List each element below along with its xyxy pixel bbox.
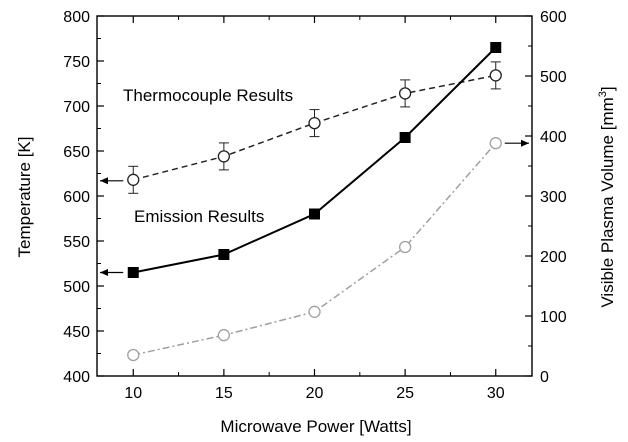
series-2-point bbox=[398, 240, 412, 254]
y-right-tick-label: 400 bbox=[540, 129, 567, 146]
y-axis-right-title: Visible Plasma Volume [mm3] bbox=[597, 86, 617, 307]
y-right-tick-label: 300 bbox=[540, 189, 567, 206]
series-2-point bbox=[308, 305, 321, 318]
x-tick-label: 30 bbox=[487, 385, 505, 402]
volume-axis-arrow-head bbox=[521, 139, 529, 147]
series-1-point bbox=[218, 249, 230, 260]
series-2-point bbox=[489, 137, 502, 150]
annotation-thermocouple: Thermocouple Results bbox=[123, 86, 293, 105]
series-0 bbox=[127, 61, 502, 194]
y-right-tick-label: 100 bbox=[540, 309, 567, 326]
y-left-tick-label: 600 bbox=[63, 189, 90, 206]
y-right-tick-label: 200 bbox=[540, 249, 567, 266]
ticks: 10 15 20 25 30 400 450 500 550 600 650 700 750 800 0 10… bbox=[63, 9, 567, 402]
series-0-point bbox=[217, 150, 231, 163]
y-left-tick-label: 800 bbox=[63, 9, 90, 26]
y-left-tick-label: 500 bbox=[63, 279, 90, 296]
y-left-tick-label: 550 bbox=[63, 234, 90, 251]
series-1-point bbox=[309, 208, 320, 220]
series-1-point bbox=[490, 42, 502, 53]
series-2-point bbox=[217, 329, 231, 342]
y-right-tick-label: 500 bbox=[540, 69, 567, 86]
y-right-tick-label: 0 bbox=[540, 369, 549, 386]
series-1-point bbox=[127, 267, 139, 278]
x-tick-label: 20 bbox=[306, 385, 324, 402]
thermocouple-axis-arrow-head bbox=[100, 177, 108, 185]
plot-border bbox=[96, 15, 533, 377]
y-left-tick-label: 650 bbox=[63, 144, 90, 161]
y-left-tick-label: 450 bbox=[63, 324, 90, 341]
series-1 bbox=[127, 42, 502, 278]
series-1-line bbox=[133, 46, 497, 274]
y-axis-right-title-main: Visible Plasma Volume [mm bbox=[598, 97, 617, 307]
annotation-emission: Emission Results bbox=[134, 207, 264, 226]
series-2-line bbox=[133, 142, 497, 356]
series-0-point bbox=[398, 87, 412, 100]
arrows bbox=[100, 139, 529, 276]
series-0-point bbox=[127, 173, 140, 186]
series-0-point bbox=[308, 116, 321, 130]
x-tick-label: 10 bbox=[124, 385, 142, 402]
y-left-tick-label: 700 bbox=[63, 99, 90, 116]
series-2 bbox=[127, 137, 502, 362]
y-left-tick-label: 400 bbox=[63, 369, 90, 386]
y-left-tick-label: 750 bbox=[63, 54, 90, 71]
series-2-point bbox=[127, 348, 140, 362]
y-axis-left-title: Temperature [K] bbox=[15, 137, 34, 258]
series-layer bbox=[127, 42, 502, 362]
plot-frame bbox=[96, 15, 533, 377]
y-axis-right-title-sup: 3 bbox=[597, 91, 609, 97]
y-axis-right-title-close: ] bbox=[598, 86, 617, 91]
series-0-point bbox=[489, 69, 502, 82]
x-axis-title: Microwave Power [Watts] bbox=[220, 417, 411, 436]
series-1-point bbox=[399, 132, 411, 143]
emission-axis-arrow-head bbox=[100, 269, 108, 276]
x-tick-label: 25 bbox=[396, 385, 414, 402]
x-tick-label: 15 bbox=[215, 385, 233, 402]
y-right-tick-label: 600 bbox=[540, 9, 567, 26]
